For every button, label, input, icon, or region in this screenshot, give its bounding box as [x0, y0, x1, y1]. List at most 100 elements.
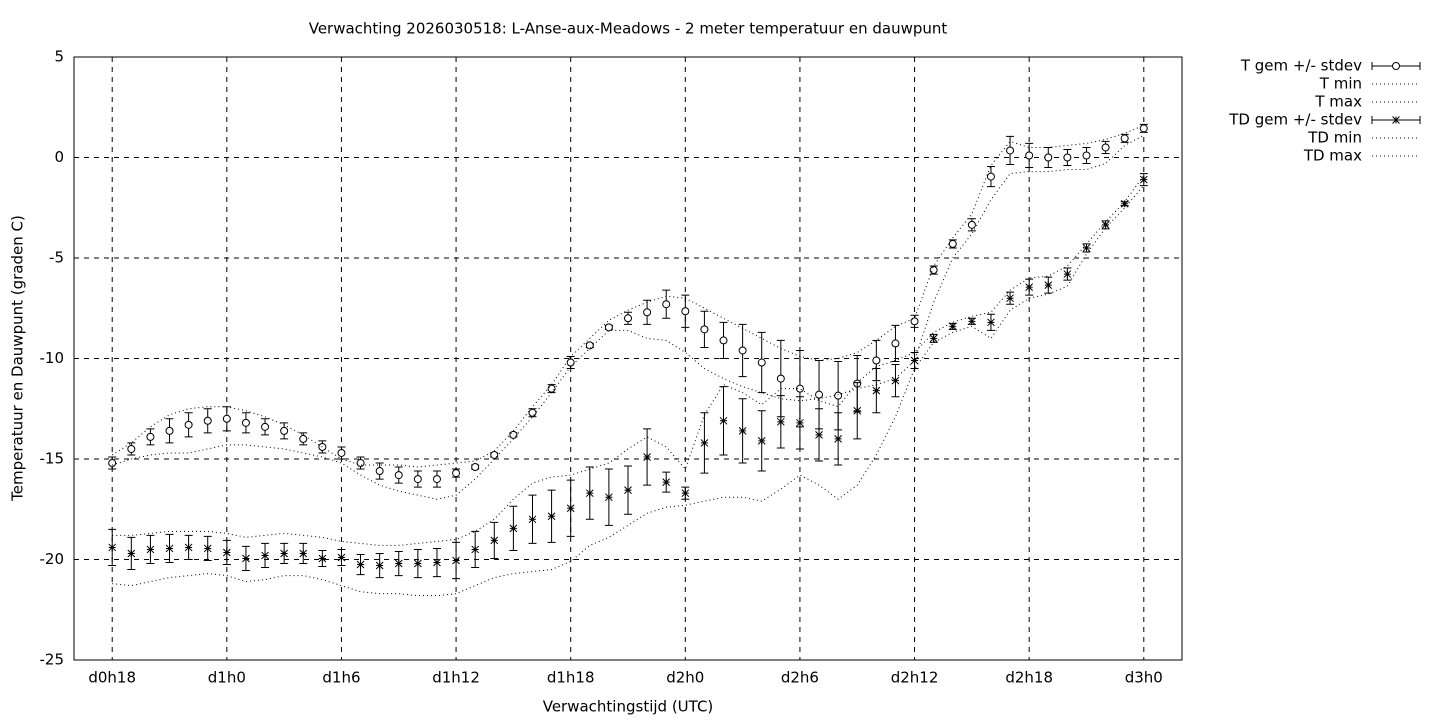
data-point: [241, 418, 250, 427]
data-point: [986, 172, 995, 181]
x-axis-label: Verwachtingstijd (UTC): [543, 698, 714, 716]
data-point: [1139, 124, 1148, 133]
data-point: [872, 356, 881, 365]
data-point: [1120, 134, 1129, 143]
data-point: [1101, 143, 1110, 152]
data-point: [452, 469, 461, 478]
y-tick-label: -5: [49, 249, 64, 267]
data-point: [700, 325, 709, 334]
legend-marker: [1392, 116, 1400, 124]
data-point: [815, 390, 824, 399]
data-point: [872, 386, 881, 395]
data-point: [432, 475, 441, 484]
x-tick-label: d1h0: [208, 669, 246, 687]
data-point: [528, 515, 537, 524]
data-point: [490, 450, 499, 459]
legend-label: T min: [1319, 75, 1362, 93]
data-point: [413, 475, 422, 484]
data-point: [891, 339, 900, 348]
line: [111, 124, 1144, 468]
data-point: [452, 556, 460, 565]
data-point: [1082, 151, 1091, 160]
legend-marker: [1392, 62, 1400, 70]
y-tick-label: -20: [40, 550, 65, 568]
data-point: [146, 432, 155, 441]
data-point: [375, 561, 384, 570]
data-point: [299, 549, 308, 558]
legend-label: T gem +/- stdev: [1240, 57, 1362, 75]
data-point: [738, 427, 747, 435]
data-point: [1101, 220, 1110, 229]
data-point: [776, 417, 785, 426]
data-point: [414, 559, 422, 568]
data-point: [776, 374, 785, 383]
data-point: [929, 266, 938, 275]
x-tick-label: d1h18: [547, 669, 595, 687]
x-tick-label: d1h6: [322, 669, 360, 687]
line: [112, 185, 1145, 597]
data-point: [757, 358, 766, 367]
x-tick-label: d2h0: [666, 669, 704, 687]
data-point: [337, 553, 346, 562]
data-point: [624, 314, 632, 323]
x-tick-label: d0h18: [88, 669, 136, 687]
y-tick-label: -25: [40, 651, 65, 669]
data-point: [585, 489, 594, 498]
data-point: [662, 300, 671, 309]
legend-label: TD min: [1307, 129, 1362, 147]
data-point: [700, 439, 709, 447]
data-point: [184, 543, 193, 552]
data-point: [146, 545, 155, 554]
data-point: [948, 322, 957, 331]
data-point: [1063, 153, 1072, 162]
data-point: [624, 486, 632, 495]
data-point: [643, 453, 651, 461]
data-point: [757, 437, 766, 445]
data-point: [738, 346, 747, 355]
y-tick-label: 0: [54, 148, 64, 166]
data-point: [910, 356, 919, 365]
data-point: [280, 426, 289, 435]
x-tick-label: d3h0: [1125, 669, 1163, 687]
data-point: [203, 416, 212, 425]
data-point: [1082, 244, 1091, 252]
data-point: [471, 463, 480, 472]
data-point: [165, 426, 174, 435]
data-point: [948, 239, 957, 248]
data-point: [643, 308, 652, 317]
data-point: [605, 493, 613, 502]
legend-label: T max: [1314, 93, 1362, 111]
chart-title: Verwachting 2026030518: L-Anse-aux-Meado…: [309, 20, 948, 38]
data-point: [280, 549, 288, 558]
data-point: [604, 323, 613, 332]
data-point: [184, 420, 193, 429]
data-point: [490, 536, 499, 545]
y-tick-label: 5: [54, 48, 64, 66]
data-point: [222, 414, 231, 423]
data-point: [585, 341, 594, 350]
data-point: [891, 376, 900, 385]
legend-label: TD gem +/- stdev: [1228, 111, 1362, 129]
data-point: [1025, 151, 1034, 160]
line: [112, 134, 1145, 500]
data-point: [356, 560, 365, 569]
data-point: [509, 430, 518, 439]
data-point: [796, 418, 804, 427]
data-point: [318, 554, 327, 563]
data-point: [681, 307, 690, 316]
data-point: [165, 544, 174, 553]
data-point: [547, 384, 556, 393]
data-point: [299, 434, 308, 443]
data-point: [261, 551, 269, 560]
data-point: [815, 431, 823, 439]
data-point: [853, 406, 862, 415]
data-point: [1120, 199, 1129, 208]
data-point: [528, 408, 537, 417]
data-point: [1025, 283, 1034, 291]
data-point: [968, 317, 976, 326]
x-tick-label: d2h6: [781, 669, 819, 687]
data-point: [356, 459, 365, 468]
data-point: [1044, 153, 1053, 162]
